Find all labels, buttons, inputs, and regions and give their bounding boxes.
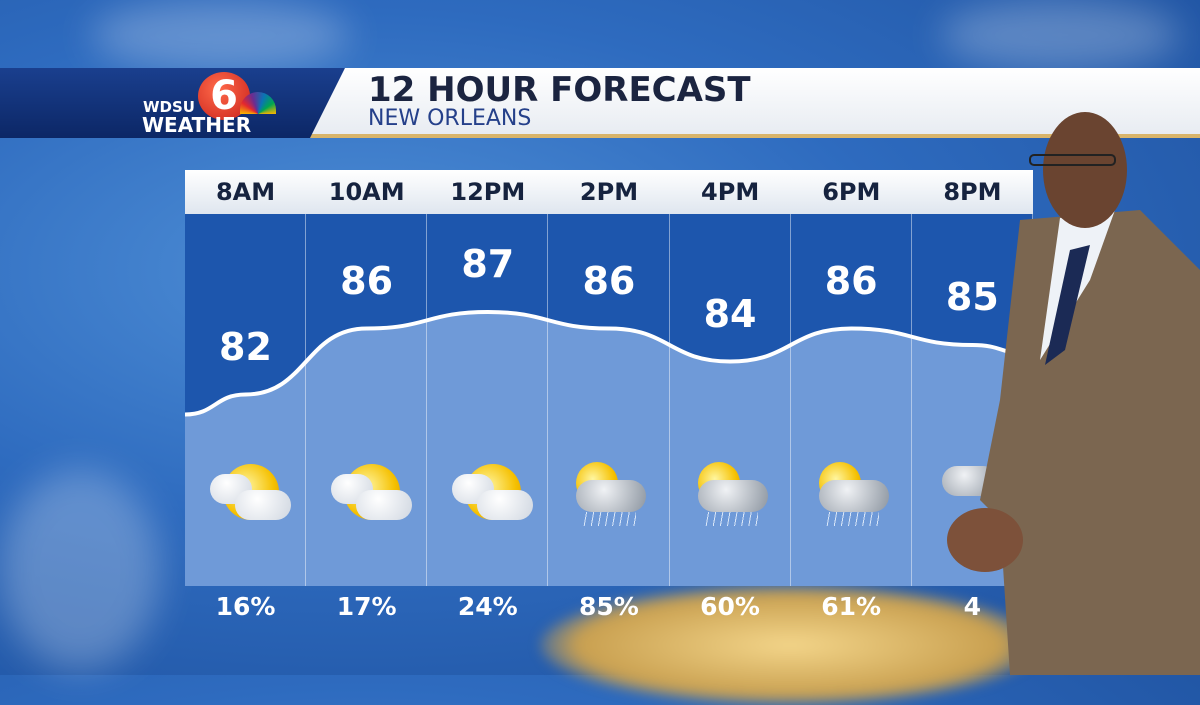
temperature-value: 86 <box>582 258 636 303</box>
sun-and-rain-cloud-icon <box>548 460 669 530</box>
time-label: 8PM <box>943 178 1002 206</box>
temperature-value: 86 <box>340 258 394 303</box>
time-label: 6PM <box>822 178 881 206</box>
sun-and-rain-cloud-icon <box>670 460 791 530</box>
precip-chance: 61% <box>821 592 882 621</box>
station-name: WDSU <box>143 98 195 116</box>
column-divider <box>427 214 549 586</box>
time-label: 10AM <box>328 178 405 206</box>
forecast-body: 82 16% 86 17% 87 24% 86 85% 84 60% 86 61% 85 4 <box>185 214 1033 621</box>
time-label: 4PM <box>701 178 760 206</box>
forecast-panel: 8AM 10AM 12PM 2PM 4PM 6PM 8PM 82 16% 86 17% 87 24% 8… <box>185 170 1033 621</box>
area-above-curve <box>185 214 1033 415</box>
time-label: 2PM <box>579 178 639 206</box>
background-cloud <box>940 0 1180 70</box>
temperature-value: 82 <box>219 324 272 369</box>
precip-chance: 4 <box>963 592 982 621</box>
precip-chance: 60% <box>700 592 760 621</box>
temperature-value: 86 <box>824 258 878 303</box>
temperature-value: 87 <box>461 242 515 286</box>
precip-chance: 17% <box>336 592 397 621</box>
logo-banner <box>0 68 345 138</box>
column-divider <box>185 214 307 586</box>
background-cloud <box>0 470 160 670</box>
column-divider <box>791 214 912 586</box>
brand-name: WEATHER <box>142 113 252 137</box>
column-divider <box>548 214 670 586</box>
temperature-value: 85 <box>945 275 999 319</box>
sun-and-rain-cloud-icon <box>791 460 912 530</box>
partly-sunny-icon <box>306 460 427 530</box>
column-divider <box>670 214 791 586</box>
time-header-row: 8AM 10AM 12PM 2PM 4PM 6PM 8PM <box>185 170 1033 214</box>
partly-sunny-icon <box>427 460 548 530</box>
precip-chance: 16% <box>215 592 276 621</box>
column-divider <box>306 214 428 586</box>
temperature-value: 84 <box>703 291 757 336</box>
presenter <box>947 112 1200 675</box>
time-label: 12PM <box>450 178 526 206</box>
page-title: 12 HOUR FORECAST <box>368 70 751 110</box>
background-cloud <box>90 0 350 70</box>
precip-chance: 85% <box>578 592 639 621</box>
location-subtitle: NEW ORLEANS <box>368 106 532 131</box>
temperature-line <box>185 309 1033 417</box>
time-label: 8AM <box>215 178 276 206</box>
partly-sunny-icon <box>185 460 306 530</box>
nbc-peacock-icon <box>240 92 276 114</box>
precip-chance: 24% <box>457 592 518 621</box>
title-banner <box>310 68 1200 138</box>
